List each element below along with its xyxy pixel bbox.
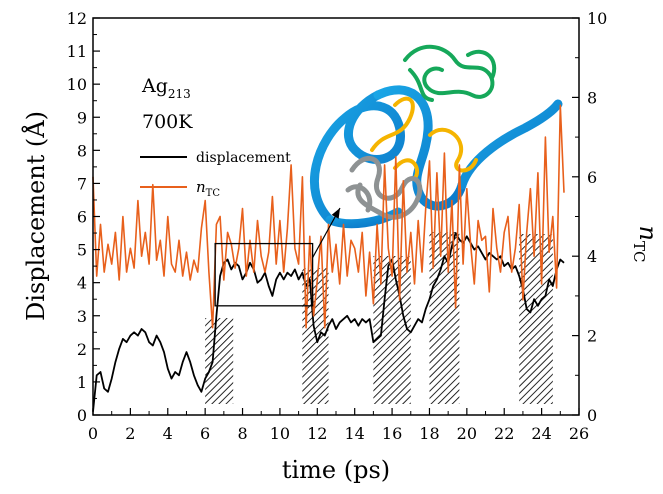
- x-tick-label: 20: [457, 424, 477, 443]
- hatched-interval: [373, 256, 411, 404]
- y-tick-label: 0: [77, 406, 87, 425]
- hatched-interval: [519, 234, 553, 404]
- x-tick-label: 6: [200, 424, 210, 443]
- y-tick-label: 8: [77, 141, 87, 160]
- x-tick-label: 26: [569, 424, 589, 443]
- x-tick-label: 24: [531, 424, 551, 443]
- x-tick-label: 12: [307, 424, 327, 443]
- legend-label-displacement: displacement: [196, 150, 291, 166]
- axis-ticks: 0 2 4 6 8 10 12 14 16 18 20 22 24 2601234567891011120…: [67, 9, 608, 443]
- temperature-label: 700K: [142, 111, 193, 133]
- hatched-interval: [205, 318, 234, 404]
- series-line-displacement: [92, 232, 565, 412]
- y-tick-label: 5: [77, 241, 87, 260]
- x-tick-label: 2: [125, 424, 135, 443]
- y-right-tick-label: 8: [587, 88, 597, 107]
- system-label: Ag213: [141, 75, 191, 101]
- x-tick-label: 8: [237, 424, 247, 443]
- x-axis-title: time (ps): [282, 456, 390, 484]
- y-axis-title: Displacement (Å): [21, 111, 50, 321]
- y-right-tick-label: 10: [587, 9, 607, 28]
- series-layer: [92, 104, 565, 412]
- x-tick-label: 18: [419, 424, 439, 443]
- y-tick-label: 4: [77, 274, 87, 293]
- y-tick-label: 3: [77, 307, 87, 326]
- x-tick-label: 16: [382, 424, 402, 443]
- y-tick-label: 2: [77, 340, 87, 359]
- y-tick-label: 11: [67, 42, 87, 61]
- x-tick-label: 0: [88, 424, 98, 443]
- x-tick-label: 22: [494, 424, 514, 443]
- y-tick-label: 9: [77, 108, 87, 127]
- y-right-tick-label: 2: [587, 327, 597, 346]
- series-line-n-tc: [92, 104, 565, 329]
- y-tick-label: 6: [77, 208, 87, 227]
- inset-trajectory-image: [310, 44, 563, 229]
- y-tick-label: 10: [67, 75, 87, 94]
- y-tick-label: 7: [77, 174, 87, 193]
- y-axis-right-title: nTC: [630, 226, 662, 263]
- zoom-box: [214, 242, 314, 307]
- x-tick-label: 4: [163, 424, 173, 443]
- y-right-tick-label: 0: [587, 406, 597, 425]
- legend: displacement nTC: [140, 150, 291, 199]
- zoom-arrowhead: [331, 208, 340, 219]
- y-tick-label: 1: [77, 373, 87, 392]
- legend-label-ntc: nTC: [196, 178, 220, 199]
- y-tick-label: 12: [67, 9, 87, 28]
- x-tick-label: 14: [345, 424, 365, 443]
- x-tick-label: 10: [270, 424, 290, 443]
- y-right-tick-label: 6: [587, 168, 597, 187]
- y-right-tick-label: 4: [587, 247, 597, 266]
